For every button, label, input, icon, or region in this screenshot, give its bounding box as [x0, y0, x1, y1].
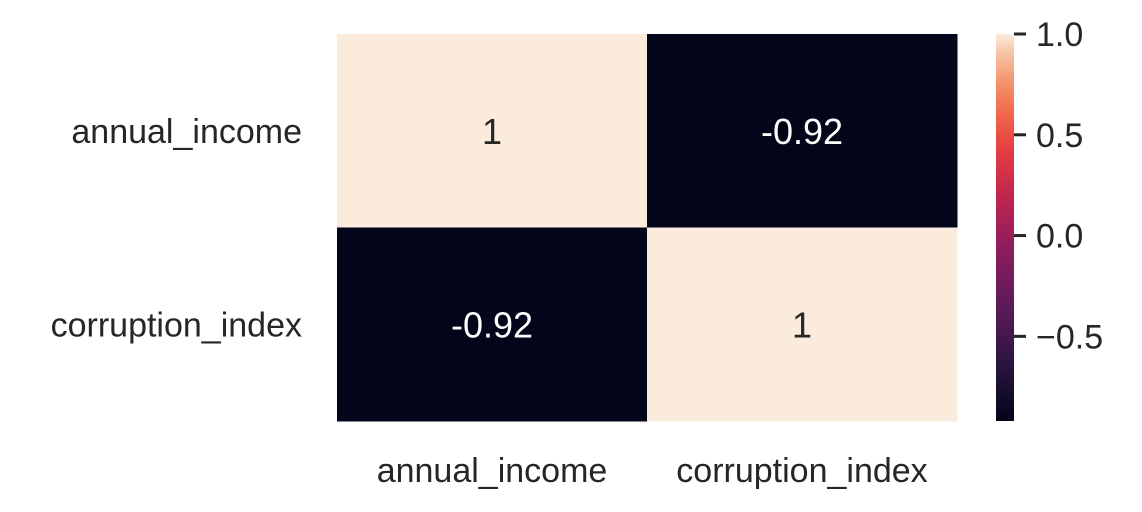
row-label: corruption_index	[51, 306, 302, 344]
colorbar-tick-label: −0.5	[1036, 318, 1103, 356]
colorbar: 1.0 0.5 0.0 −0.5	[996, 16, 1103, 421]
cell-value-label: -0.92	[451, 304, 533, 345]
heatmap-cells: 1 -0.92 -0.92 1	[337, 34, 958, 422]
column-labels: annual_income corruption_index	[377, 452, 928, 490]
colorbar-tick-label: 0.0	[1036, 218, 1083, 256]
heatmap-cell	[647, 227, 958, 422]
column-label: annual_income	[377, 452, 608, 490]
colorbar-tick-label: 0.5	[1036, 117, 1083, 155]
cell-value-label: 1	[792, 304, 812, 345]
cell-value-label: 1	[482, 111, 502, 152]
row-label: annual_income	[71, 113, 302, 151]
colorbar-tick-label: 1.0	[1036, 16, 1083, 54]
cell-value-label: -0.92	[761, 111, 843, 152]
row-labels: annual_income corruption_index	[51, 113, 302, 345]
colorbar-gradient	[996, 34, 1014, 421]
heatmap-cell	[647, 34, 958, 228]
heatmap-cell	[337, 34, 648, 228]
heatmap-cell	[337, 227, 648, 422]
column-label: corruption_index	[676, 452, 927, 490]
